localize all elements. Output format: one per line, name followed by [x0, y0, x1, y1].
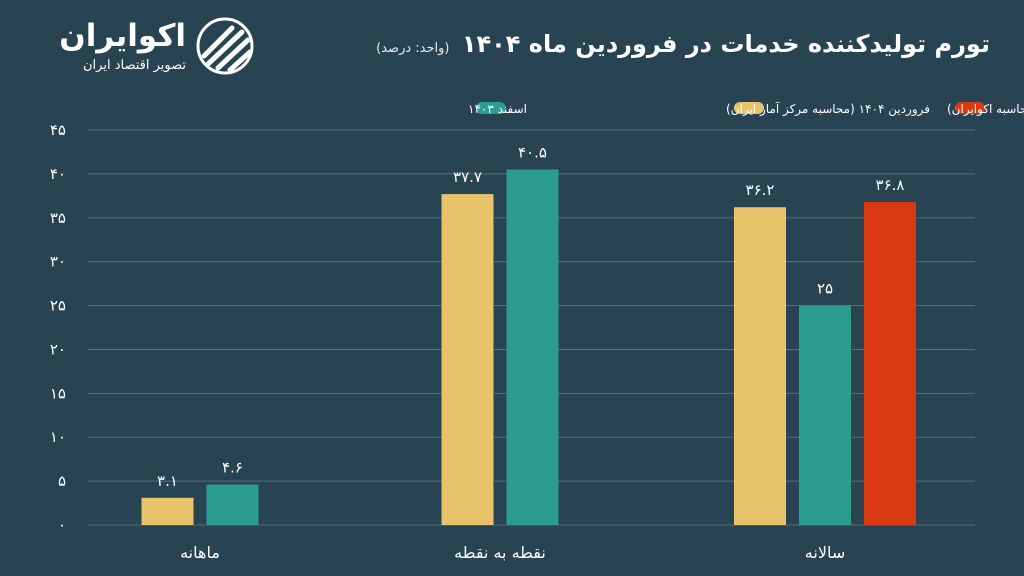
data-label: ۳۶.۲ [746, 181, 775, 199]
y-tick-label: ۱۵ [50, 384, 66, 402]
y-tick-label: ۴۰ [50, 165, 66, 183]
bar [441, 194, 494, 526]
bar [506, 169, 559, 525]
chart-unit: (واحد: درصد) [376, 41, 450, 56]
y-tick-label: ۳۵ [50, 209, 66, 227]
brand-tagline: تصویر اقتصاد ایران [83, 58, 186, 73]
chart-title-text: تورم تولیدکننده خدمات در فروردین ماه ۱۴۰… [461, 30, 990, 58]
data-label: ۳.۱ [157, 472, 178, 490]
header: اکوایران تصویر اقتصاد ایران تورم تولیدکن… [0, 0, 1024, 90]
data-label: ۳۷.۷ [453, 168, 482, 186]
y-tick-label: ۰ [58, 516, 66, 534]
x-tick-label: سالانه [805, 543, 845, 562]
x-tick-label: ماهانه [180, 543, 220, 562]
y-tick-label: ۵ [58, 472, 66, 490]
legend-swatch [476, 102, 507, 114]
bar [206, 484, 259, 525]
y-tick-label: ۳۰ [50, 253, 66, 271]
bar [734, 207, 786, 525]
data-label: ۳۶.۸ [876, 176, 905, 194]
chart-title: تورم تولیدکننده خدمات در فروردین ماه ۱۴۰… [376, 30, 990, 58]
x-tick-label: نقطه به نقطه [454, 543, 546, 562]
data-label: ۴۰.۵ [518, 144, 547, 162]
y-tick-label: ۲۵ [50, 297, 66, 315]
legend-label: فروردین ۱۴۰۴ (محاسبه اکوایران) [947, 102, 1024, 117]
data-label: ۴.۶ [222, 459, 243, 477]
bar [864, 201, 916, 525]
legend-swatch [955, 102, 985, 114]
y-tick-label: ۴۵ [50, 121, 66, 139]
y-tick-label: ۲۰ [50, 340, 66, 358]
y-tick-label: ۱۰ [50, 428, 66, 446]
legend-swatch [734, 102, 764, 114]
ecoiran-logo-icon [196, 17, 254, 75]
bar [799, 305, 851, 525]
data-label: ۲۵ [817, 280, 833, 298]
legend-label: فروردین ۱۴۰۴ (محاسبه مرکز آمار ایران) [726, 101, 930, 117]
legend-label: اسفند ۱۴۰۳ [468, 102, 527, 116]
brand-name: اکوایران [59, 18, 186, 54]
bar [141, 497, 194, 525]
